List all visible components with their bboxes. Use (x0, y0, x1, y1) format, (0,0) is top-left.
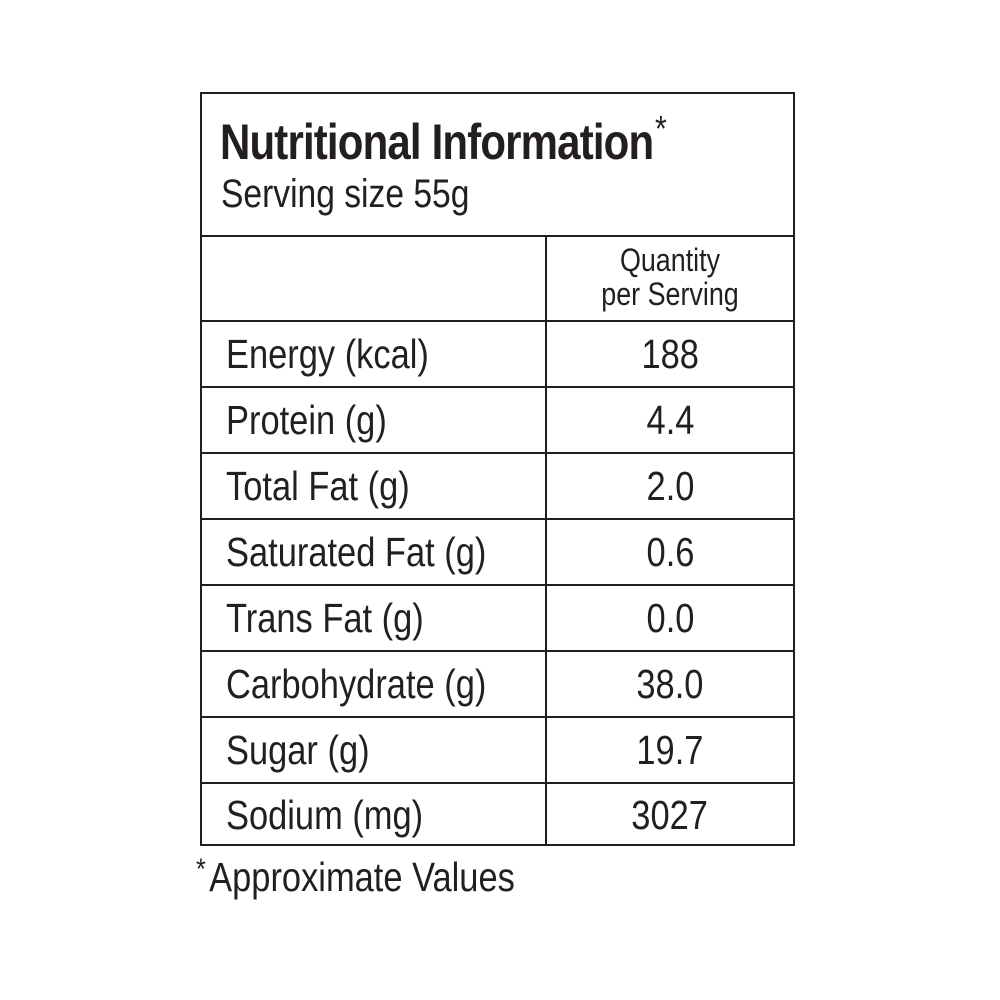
table-row: Carbohydrate (g) 38.0 (202, 652, 793, 718)
nutrient-label: Sodium (mg) (226, 791, 424, 838)
nutrient-value: 3027 (631, 791, 709, 838)
table-row: Total Fat (g) 2.0 (202, 454, 793, 520)
nutrient-value: 4.4 (646, 396, 694, 443)
title-text: Nutritional Information (220, 114, 654, 170)
nutrient-label: Total Fat (g) (226, 462, 410, 509)
nutrient-value: 19.7 (636, 726, 704, 773)
column-divider (545, 237, 547, 846)
nutrient-value: 2.0 (646, 462, 694, 509)
quantity-column-header: Quantity per Serving (547, 243, 793, 311)
table-row: Energy (kcal) 188 (202, 322, 793, 388)
footnote-text: Approximate Values (209, 854, 515, 900)
column-header-line2: per Serving (601, 276, 739, 312)
nutrient-label: Trans Fat (g) (226, 594, 424, 641)
table-row: Saturated Fat (g) 0.6 (202, 520, 793, 586)
panel-header: Nutritional Information* Serving size 55… (202, 94, 793, 237)
nutrient-value: 38.0 (636, 660, 704, 707)
footnote-asterisk: * (196, 853, 206, 886)
table-row: Protein (g) 4.4 (202, 388, 793, 454)
nutrient-value: 0.6 (646, 528, 694, 575)
footnote: *Approximate Values (196, 853, 515, 901)
nutrient-label: Saturated Fat (g) (226, 528, 487, 575)
serving-size: Serving size 55g (221, 172, 470, 216)
nutrient-label: Carbohydrate (g) (226, 660, 487, 707)
table-row: Sugar (g) 19.7 (202, 718, 793, 784)
panel-title: Nutritional Information* (220, 108, 667, 171)
table-row: Sodium (mg) 3027 (202, 784, 793, 846)
nutrient-label: Protein (g) (226, 396, 387, 443)
nutrient-label: Energy (kcal) (226, 330, 429, 377)
table-row: Trans Fat (g) 0.0 (202, 586, 793, 652)
nutrition-panel: Nutritional Information* Serving size 55… (200, 92, 795, 846)
column-header-row: Quantity per Serving (202, 237, 793, 322)
title-asterisk: * (654, 108, 667, 149)
nutrient-label: Sugar (g) (226, 726, 370, 773)
nutrient-value: 188 (641, 330, 699, 377)
column-header-line1: Quantity (619, 242, 721, 278)
nutrient-value: 0.0 (646, 594, 694, 641)
